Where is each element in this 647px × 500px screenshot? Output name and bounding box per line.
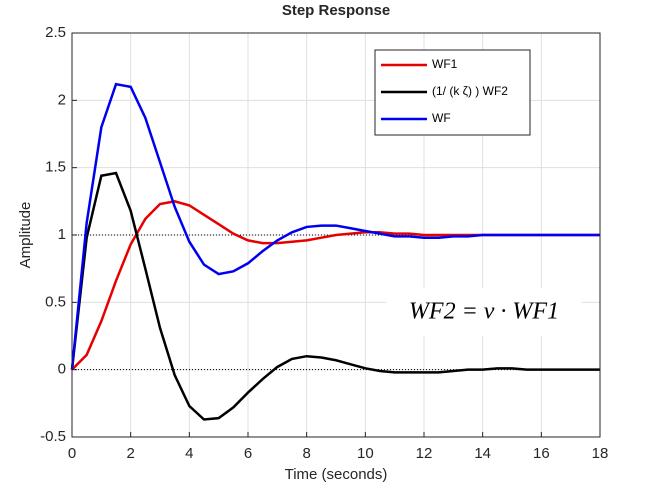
y-tick-label: 2 [58, 91, 66, 108]
x-tick-label: 6 [244, 445, 252, 462]
x-tick-label: 18 [592, 445, 609, 462]
x-tick-label: 0 [68, 445, 76, 462]
x-tick-label: 4 [185, 445, 193, 462]
axes-box [71, 32, 601, 438]
legend-label: (1/ (k ζ) ) WF2 [432, 84, 508, 98]
x-tick-label: 10 [357, 445, 374, 462]
chart-title: Step Response [282, 2, 390, 19]
legend-label: WF1 [432, 57, 458, 71]
y-tick-label: 1 [58, 226, 66, 243]
x-tick-label: 12 [416, 445, 433, 462]
annotation-box [386, 288, 582, 336]
y-tick-label: 2.5 [45, 24, 66, 41]
x-tick-label: 14 [474, 445, 491, 462]
annotation: WF2 = v · WF1 [409, 299, 559, 325]
x-tick-label: 2 [126, 445, 134, 462]
y-tick-label: 1.5 [45, 159, 66, 176]
x-tick-label: 16 [533, 445, 550, 462]
series-line [70, 171, 600, 421]
y-axis-label: Amplitude [17, 202, 34, 269]
legend-label: WF [432, 111, 451, 125]
y-tick-label: 0 [58, 361, 66, 378]
series-line [70, 82, 600, 370]
x-tick-label: 8 [302, 445, 310, 462]
y-tick-label: -0.5 [40, 428, 66, 445]
y-tick-label: 0.5 [45, 293, 66, 310]
x-axis-label: Time (seconds) [285, 466, 388, 483]
